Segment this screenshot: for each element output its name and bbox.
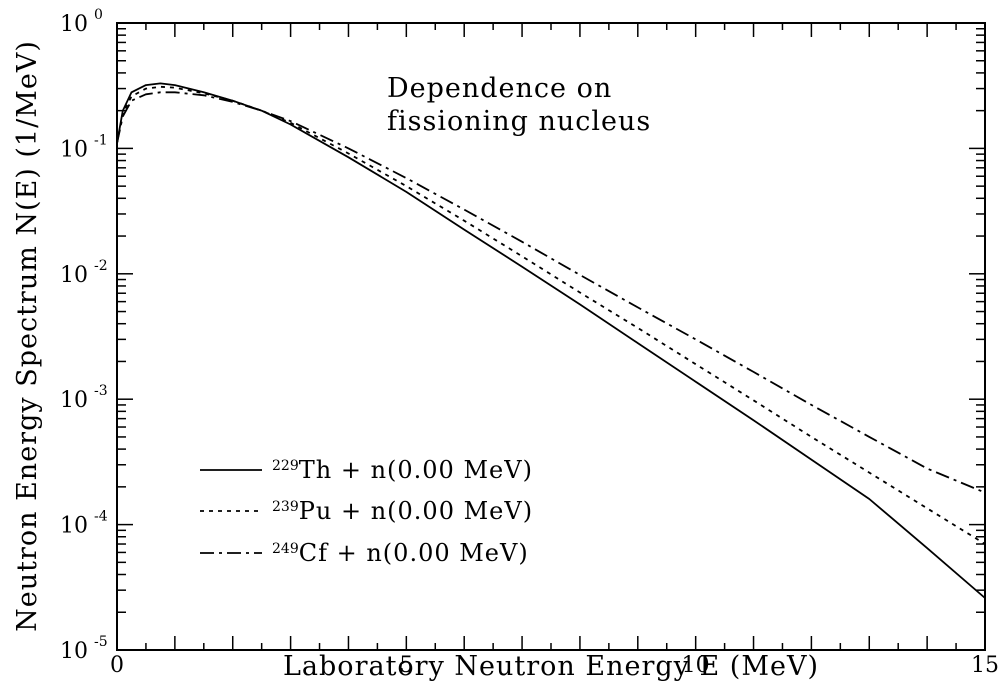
- y-tick-label: 10: [60, 639, 88, 664]
- y-tick-label-exponent: -5: [94, 634, 108, 650]
- y-tick-label: 10: [60, 263, 88, 288]
- series-layer: [116, 82, 986, 599]
- legend: 229Th + n(0.00 MeV) 239Pu + n(0.00 MeV) 24…: [200, 456, 533, 567]
- x-tick-label: 0: [110, 653, 124, 678]
- series-line-dashdot: [116, 91, 986, 494]
- y-tick-label: 10: [60, 137, 88, 162]
- y-tick-label-exponent: -4: [94, 509, 108, 525]
- legend-entry: 229Th + n(0.00 MeV): [272, 456, 533, 484]
- annotation-line-1: Dependence on: [387, 73, 612, 104]
- y-tick-label-exponent: -2: [94, 258, 108, 274]
- legend-entry: 249Cf + n(0.00 MeV): [272, 539, 529, 567]
- series-line-solid: [116, 82, 986, 599]
- y-tick-label-exponent: -1: [94, 132, 108, 148]
- series-line-dotted: [116, 85, 986, 545]
- y-axis-label: Neutron Energy Spectrum N(E) (1/MeV): [12, 40, 43, 632]
- x-tick-label: 10: [682, 653, 710, 678]
- y-tick-label: 10: [60, 388, 88, 413]
- y-tick-label-exponent: 0: [94, 7, 103, 23]
- y-tick-label-exponent: -3: [94, 383, 108, 399]
- annotation-line-2: fissioning nucleus: [387, 106, 651, 137]
- tick-labels: 0 5 10 15 10 0 10 -1 10 -2 10 -3 10 -4 10 -5: [60, 7, 999, 678]
- y-tick-label: 10: [60, 12, 88, 37]
- x-axis-label: Laboratory Neutron Energy E (MeV): [283, 651, 819, 681]
- legend-entry: 239Pu + n(0.00 MeV): [272, 497, 533, 525]
- x-tick-label: 5: [399, 653, 413, 678]
- y-tick-label: 10: [60, 514, 88, 539]
- x-tick-label: 15: [971, 653, 999, 678]
- plot-frame: [116, 22, 986, 651]
